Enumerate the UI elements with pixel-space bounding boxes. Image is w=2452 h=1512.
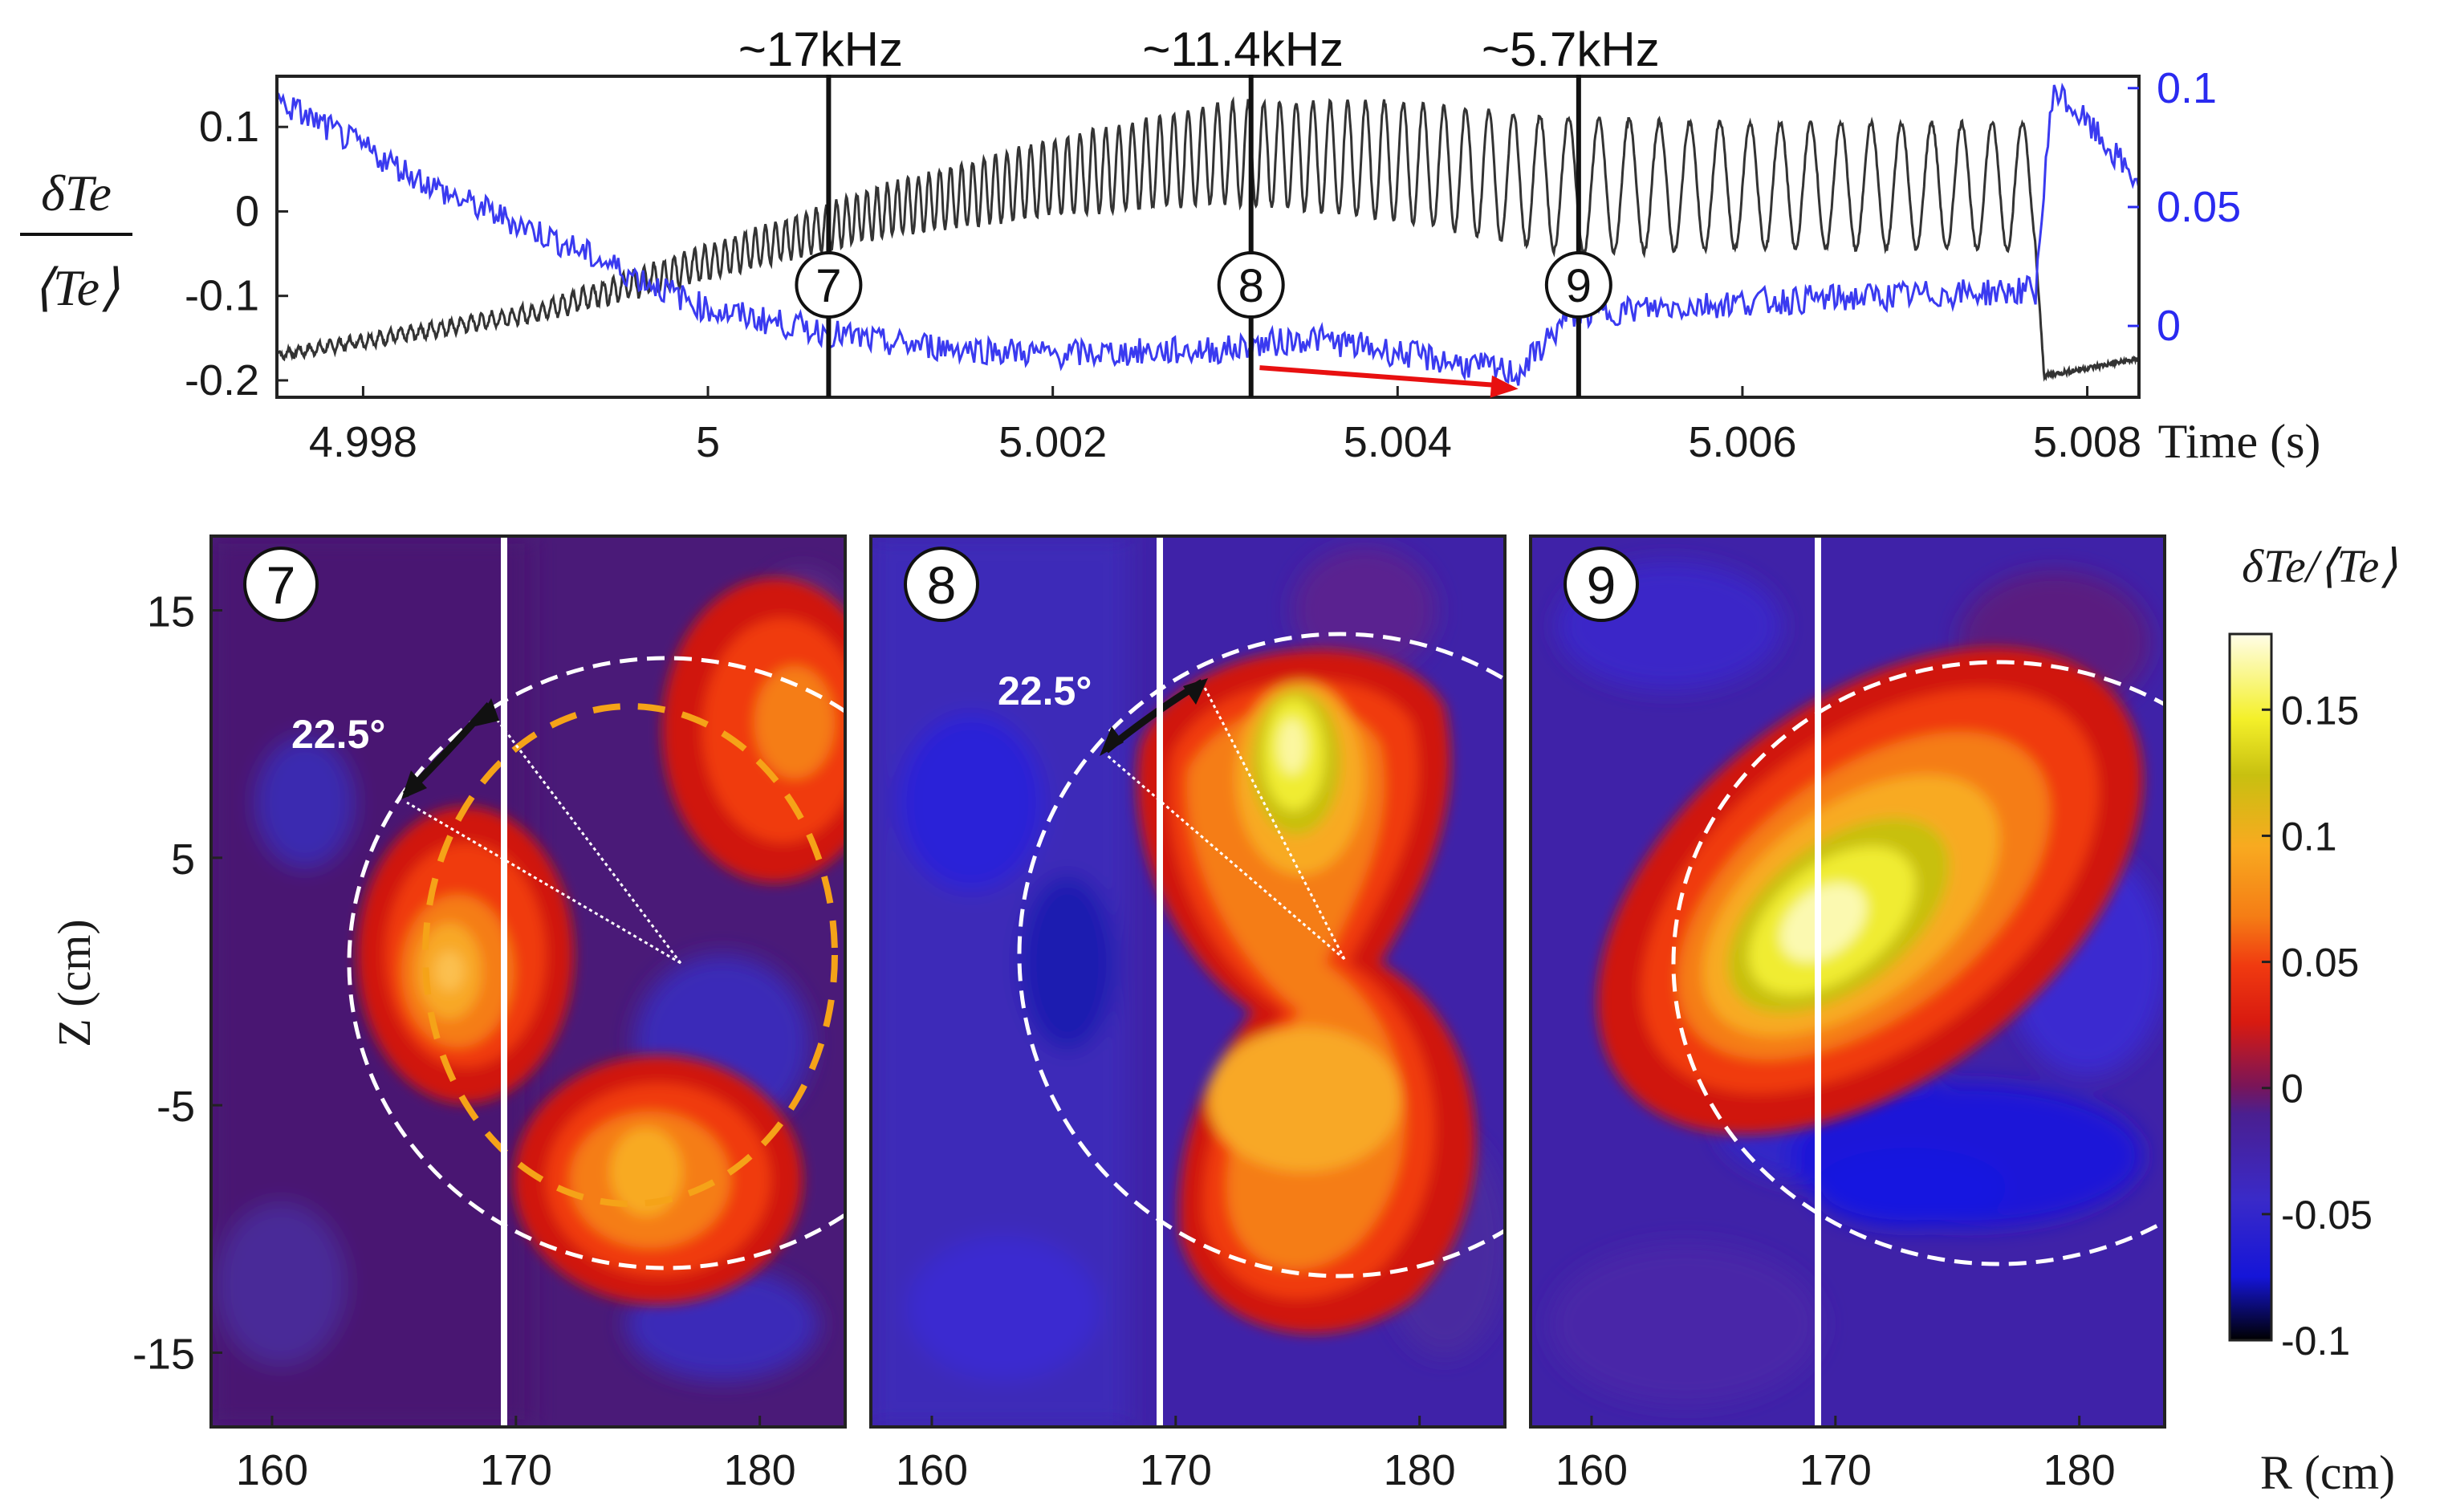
colorbar-tick-label: 0.15: [2281, 688, 2359, 733]
r-tick-label: 180: [2043, 1446, 2116, 1494]
colorbar: δTe/⟨Te⟩ 0.15 0.1 0.05 0 -0.05 -0.1: [2228, 540, 2397, 1364]
blue-trace-line: [277, 82, 2139, 386]
time-trace-frame: [275, 75, 2141, 399]
panel-9-overlays: 9: [1529, 534, 2166, 1429]
angle-line-b-8: [1105, 753, 1345, 961]
x-tick-label: 4.998: [309, 418, 417, 466]
z-axis-label: Z (cm): [48, 919, 100, 1047]
r-tick-label: 160: [896, 1446, 968, 1494]
colorbar-tick-label: -0.1: [2281, 1319, 2350, 1364]
black-trace-line: [277, 96, 2139, 382]
r-tick-label: 180: [724, 1446, 796, 1494]
time-trace-plot: 4.998 5 5.002 5.004 5.006 5.008 0.1 0 -0.1 -0.2 0.…: [20, 22, 2320, 468]
z-tick-label: -15: [132, 1331, 195, 1379]
y-tick-label-right: 0: [2157, 302, 2181, 350]
r-tick-label: 180: [1384, 1446, 1456, 1494]
time-axis-label: Time (s): [2158, 415, 2321, 468]
colorbar-tick-label: -0.05: [2281, 1193, 2373, 1238]
panel-7-overlays: 22.5° 7: [209, 534, 847, 1429]
colorbar-gradient: [2228, 632, 2273, 1342]
marker-badge-label-7: 7: [815, 260, 841, 312]
r-tick-label: 160: [236, 1446, 308, 1494]
frequency-label-9: ~5.7kHz: [1482, 22, 1660, 76]
left-y-label: δTe ⟨Te⟩: [20, 165, 132, 316]
marker-badge-7: [795, 251, 863, 319]
z-tick-label: 5: [171, 835, 195, 884]
panel-badge-7-label: 7: [266, 555, 296, 615]
colorbar-tick-label: 0: [2281, 1067, 2304, 1112]
angle-label-7: 22.5°: [291, 712, 385, 757]
island-dashed-orange: [422, 703, 838, 1207]
x-tick-label: 5.006: [1688, 418, 1796, 466]
flux-surface-dashed-white-8: [1017, 632, 1505, 1278]
panel-badge-8: [904, 547, 979, 622]
marker-badge-9: [1544, 251, 1612, 319]
panel-badge-9-label: 9: [1587, 555, 1616, 615]
frequency-label-8: ~11.4kHz: [1142, 22, 1344, 76]
z-tick-label: 15: [147, 588, 195, 636]
r-axis-label: R (cm): [2260, 1446, 2395, 1499]
heatmap-panel-9: [1531, 536, 2165, 1427]
panel-8-overlays: 22.5° 8: [869, 534, 1507, 1429]
red-arrow-annotation: [1259, 365, 1519, 398]
x-tick-label: 5.004: [1344, 418, 1452, 466]
panel-badge-7: [243, 547, 319, 622]
z-tick-label: -5: [157, 1083, 195, 1131]
angle-line-b: [406, 801, 681, 965]
marker-badge-8: [1217, 251, 1285, 319]
y-tick-label-left: -0.1: [185, 272, 259, 320]
panel-badge-9: [1564, 547, 1639, 622]
y-tick-label-left: -0.2: [185, 356, 259, 404]
colorbar-tick-label: 0.05: [2281, 941, 2359, 986]
y-tick-label-right: 0.05: [2157, 183, 2241, 231]
r-tick-label: 170: [1799, 1446, 1872, 1494]
angle-label-8: 22.5°: [998, 669, 1092, 713]
flux-surface-dashed-white-9: [1671, 660, 2165, 1266]
x-tick-label: 5.008: [2033, 418, 2141, 466]
y-tick-label-left: 0: [235, 187, 259, 235]
frequency-label-7: ~17kHz: [738, 22, 903, 76]
marker-badge-label-8: 8: [1238, 260, 1264, 312]
heatmap-panel-8: [871, 536, 1505, 1427]
angle-line-a: [484, 704, 682, 964]
y-tick-label-right: 0.1: [2157, 64, 2217, 112]
heatmap-panel-7: [211, 536, 845, 1427]
marker-badge-label-9: 9: [1566, 260, 1592, 312]
panel-badge-8-label: 8: [927, 555, 957, 615]
colorbar-tick-label: 0.1: [2281, 814, 2337, 859]
r-tick-label: 170: [1140, 1446, 1212, 1494]
ylabel-denominator: ⟨Te⟩: [33, 259, 120, 316]
x-tick-label: 5: [696, 418, 720, 466]
colorbar-label: δTe/⟨Te⟩: [2242, 540, 2397, 592]
x-tick-label: 5.002: [998, 418, 1107, 466]
ylabel-numerator: δTe: [41, 165, 112, 222]
r-tick-label: 160: [1555, 1446, 1628, 1494]
r-tick-label: 170: [480, 1446, 552, 1494]
y-tick-label-left: 0.1: [199, 103, 259, 151]
